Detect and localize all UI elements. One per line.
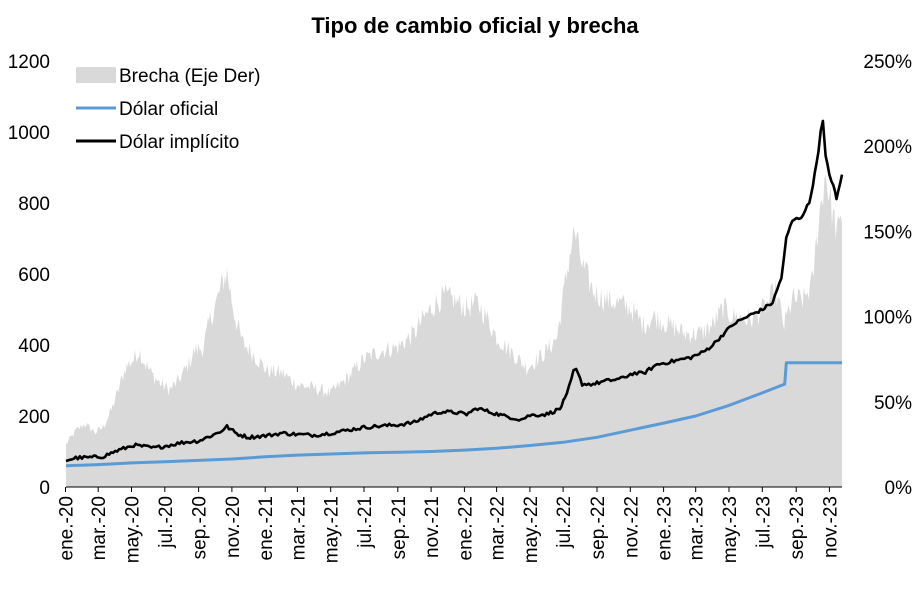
right-tick-label: 200% — [863, 137, 912, 158]
series-area-brecha-eje-der — [66, 174, 842, 487]
x-tick-label: may.-21 — [322, 496, 343, 563]
line-layer — [65, 119, 844, 468]
left-tick-label: 1000 — [8, 123, 50, 144]
left-tick-label: 800 — [18, 194, 50, 215]
x-axis: ene.-20 mar.-20 may.-20 jul.-20 sep.-20 nov.-… — [57, 486, 842, 563]
x-tick-label: sep.-20 — [190, 496, 211, 559]
x-tick-label: jul.-20 — [156, 496, 177, 549]
right-tick-label: 150% — [863, 222, 912, 243]
x-tick-label: sep.-21 — [389, 496, 410, 559]
x-tick-label: may.-20 — [123, 496, 144, 563]
x-tick-label: ene.-22 — [455, 496, 476, 560]
x-tick-label: may.-23 — [720, 496, 741, 563]
x-tick-label: nov.-21 — [422, 496, 443, 558]
series-line-dolar-implicito — [65, 119, 844, 463]
x-tick-label: ene.-21 — [256, 496, 277, 560]
x-tick-label: jul.-23 — [753, 496, 774, 549]
right-tick-label: 250% — [863, 52, 912, 73]
legend-label-dolar-oficial: Dólar oficial — [119, 99, 218, 120]
x-tick-label: jul.-21 — [355, 496, 376, 549]
x-tick-label: mar.-23 — [687, 496, 708, 560]
x-tick-label: mar.-22 — [488, 496, 509, 560]
x-tick-label: jul.-22 — [554, 496, 575, 549]
left-tick-label: 200 — [18, 407, 50, 428]
x-tick-label: nov.-22 — [621, 496, 642, 558]
x-tick-label: nov.-23 — [820, 496, 841, 558]
x-tick-label: nov.-20 — [223, 496, 244, 558]
right-tick-label: 50% — [874, 393, 912, 414]
x-tick-label: sep.-22 — [588, 496, 609, 559]
right-tick-label: 0% — [885, 478, 913, 499]
left-tick-label: 1200 — [8, 52, 50, 73]
left-tick-label: 400 — [18, 336, 50, 357]
legend: Brecha (Eje Der) Dólar oficial Dólar implí… — [76, 66, 261, 153]
x-tick-label: ene.-20 — [57, 496, 78, 560]
x-tick-label: mar.-21 — [288, 496, 309, 560]
area-layer — [66, 174, 842, 487]
legend-label-brecha-eje-der: Brecha (Eje Der) — [119, 66, 261, 87]
x-tick-label: mar.-20 — [89, 496, 110, 560]
series-line-dolar-oficial — [65, 361, 842, 468]
right-axis: 0% 50% 100% 150% 200% 250% — [863, 52, 912, 499]
left-tick-label: 0 — [39, 478, 50, 499]
x-tick-label: ene.-23 — [655, 496, 676, 560]
x-tick-label: may.-22 — [521, 496, 542, 563]
chart-title: Tipo de cambio oficial y brecha — [311, 13, 639, 38]
left-axis: 0 200 400 600 800 1000 1200 — [8, 52, 50, 499]
legend-swatch-brecha-eje-der — [76, 67, 116, 83]
x-tick-label: sep.-23 — [787, 496, 808, 559]
right-tick-label: 100% — [863, 308, 912, 329]
legend-label-dolar-implicito: Dólar implícito — [119, 132, 239, 153]
left-tick-label: 600 — [18, 265, 50, 286]
